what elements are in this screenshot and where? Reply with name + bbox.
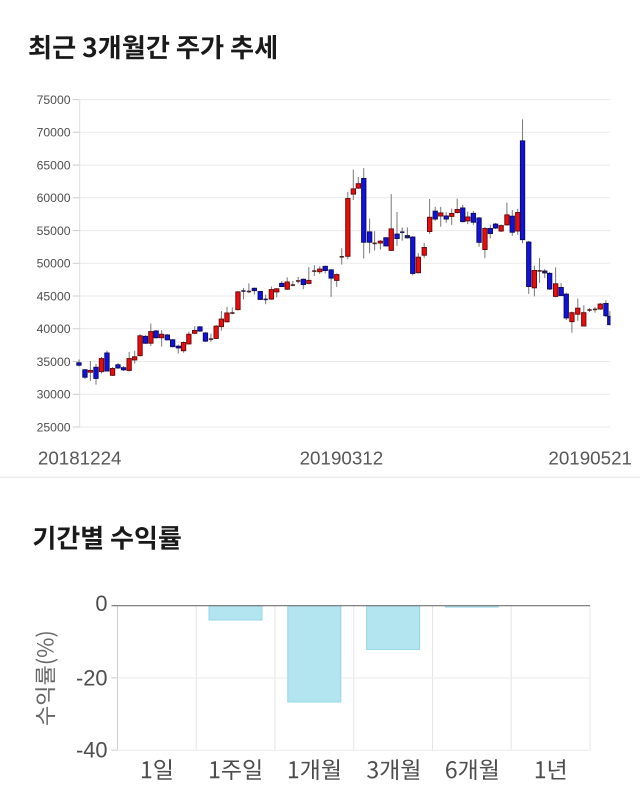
svg-text:45000: 45000 [37,289,71,303]
svg-text:35000: 35000 [37,355,71,369]
svg-text:0: 0 [95,591,107,616]
svg-text:70000: 70000 [37,126,71,140]
svg-text:55000: 55000 [37,224,71,238]
svg-text:20190312: 20190312 [300,447,384,468]
svg-text:20190521: 20190521 [548,447,632,468]
svg-text:-40: -40 [76,738,108,763]
svg-text:25000: 25000 [37,420,71,434]
svg-text:75000: 75000 [37,93,71,107]
svg-text:60000: 60000 [37,191,71,205]
svg-text:30000: 30000 [37,388,71,402]
svg-text:40000: 40000 [37,322,71,336]
svg-text:-20: -20 [76,665,108,690]
svg-text:50000: 50000 [37,257,71,271]
svg-text:65000: 65000 [37,158,71,172]
svg-text:20181224: 20181224 [38,447,122,468]
